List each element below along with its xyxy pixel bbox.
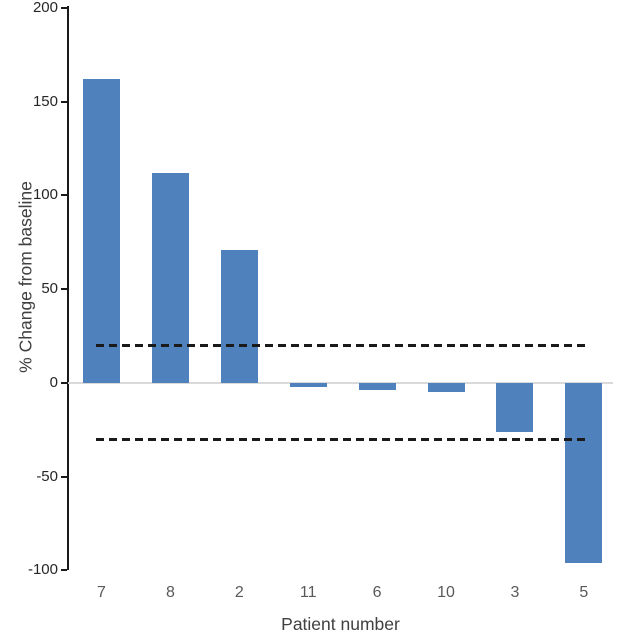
x-tick-label: 6 <box>372 584 382 601</box>
bar-patient-11 <box>289 382 327 387</box>
bar-patient-6 <box>358 382 396 391</box>
y-tick-label: 200 <box>32 0 58 16</box>
y-tick-label: 100 <box>32 186 58 204</box>
x-tick-label: 2 <box>234 584 244 601</box>
y-tick-label: 150 <box>32 92 58 110</box>
reference-line-plus20 <box>96 343 586 347</box>
y-axis-title: % Change from baseline <box>15 181 36 373</box>
y-tick-mark <box>61 194 67 197</box>
x-tick-label: 7 <box>97 584 106 601</box>
x-tick-label: 3 <box>510 584 520 601</box>
x-tick-label: 11 <box>299 584 317 601</box>
bar-patient-7 <box>83 79 120 383</box>
zero-gridline <box>68 381 613 384</box>
y-tick-label: 50 <box>41 280 58 298</box>
y-tick-label: -100 <box>27 561 58 579</box>
bar-patient-3 <box>496 382 534 432</box>
bar-patient-8 <box>151 172 189 383</box>
x-axis-title: Patient number <box>281 614 400 634</box>
y-tick-mark <box>61 288 67 291</box>
y-tick-mark <box>61 381 67 384</box>
x-tick-label: 8 <box>165 584 175 601</box>
bar-patient-2 <box>220 249 258 383</box>
reference-line-minus30 <box>96 437 586 441</box>
x-tick-label: 10 <box>437 584 455 601</box>
y-tick-label: -50 <box>36 467 58 485</box>
y-axis-line <box>67 6 69 570</box>
x-tick-label: 5 <box>579 584 589 601</box>
bar-patient-5 <box>565 382 603 563</box>
y-tick-mark <box>61 100 67 103</box>
bar-patient-10 <box>427 382 465 393</box>
y-tick-mark <box>61 569 67 572</box>
y-tick-label: 0 <box>49 373 58 391</box>
y-tick-mark <box>61 475 67 478</box>
y-tick-mark <box>61 7 67 9</box>
